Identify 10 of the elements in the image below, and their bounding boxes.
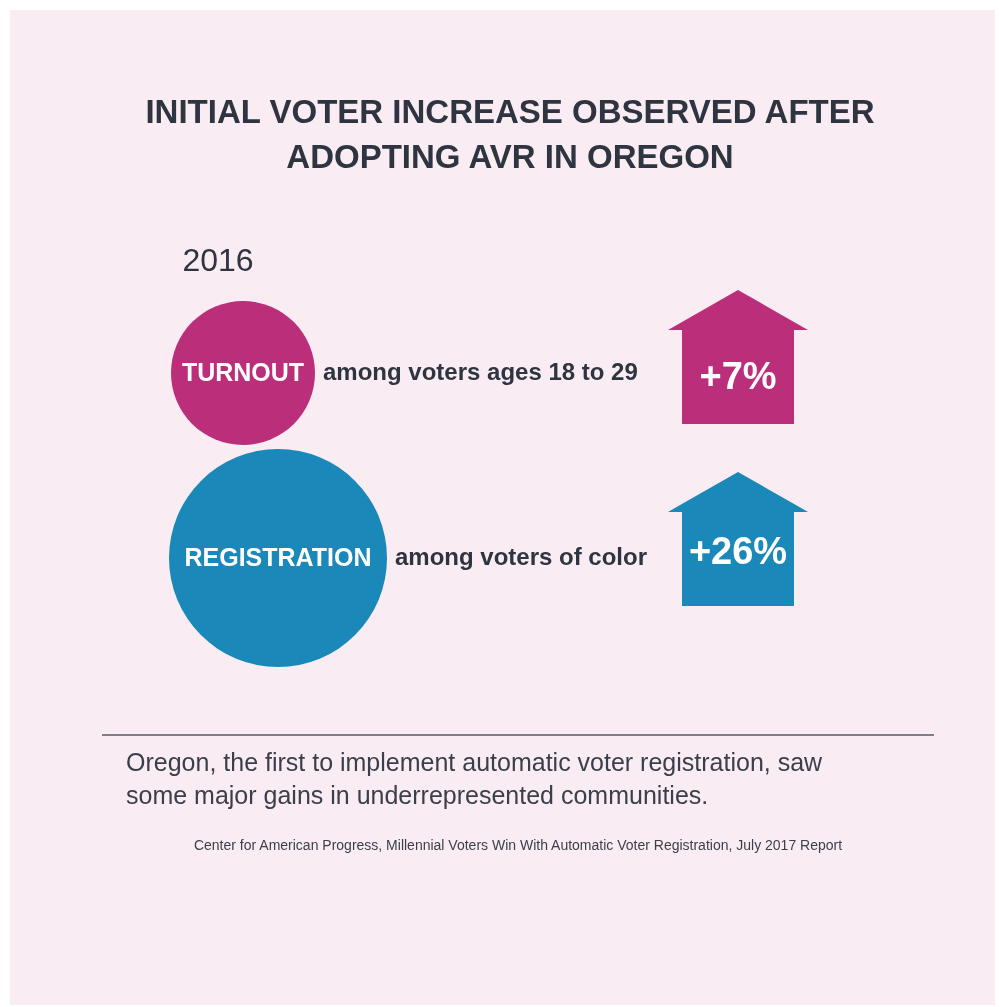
text: among voters of color <box>395 543 648 570</box>
text: among voters ages 18 to 29 <box>323 358 638 385</box>
category-label: TURNOUT <box>181 358 305 386</box>
text: INITIAL VOTER INCREASE OBSERVED AFTER ADOPTING AVR IN OREGON <box>145 93 875 175</box>
data-label: +7% <box>699 355 777 397</box>
category-label: REGISTRATION <box>184 543 372 571</box>
text: Center for American Progress, Millennial Voters Win With Automatic Voter Registration, July 2017 Report <box>193 837 843 853</box>
text: Oregon, the first to implement automatic voter registration, saw some major gains in underrepresented communities. <box>126 748 824 809</box>
text: 2016 <box>182 242 254 278</box>
data-label: +26% <box>688 530 788 572</box>
